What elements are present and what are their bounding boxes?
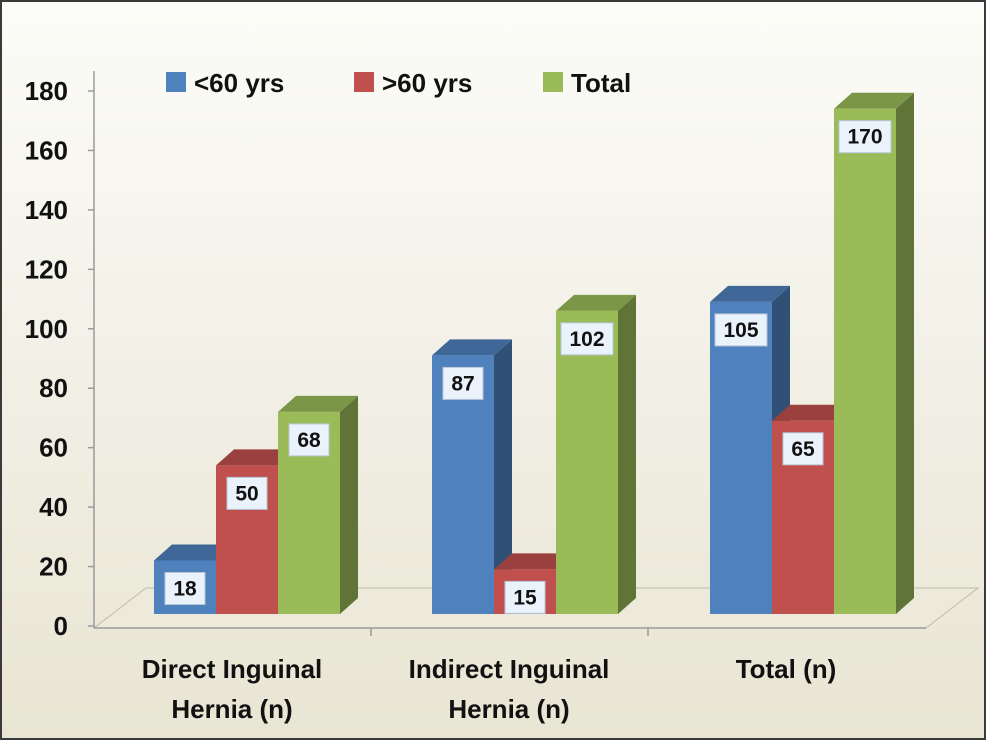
bar-top xyxy=(710,285,790,302)
legend-label: Total xyxy=(571,68,631,98)
bar-2-2: 170 xyxy=(834,92,914,614)
bar-side xyxy=(896,92,914,614)
bar-0-2: 105 xyxy=(710,285,790,614)
data-label-box xyxy=(560,322,614,356)
y-tick-label: 140 xyxy=(25,195,68,225)
legend-item: Total xyxy=(543,68,631,98)
bar-top xyxy=(834,92,914,109)
legend-label: <60 yrs xyxy=(194,68,284,98)
y-tick-label: 60 xyxy=(39,433,68,463)
data-label: 105 xyxy=(723,319,758,342)
legend-swatch xyxy=(354,72,374,92)
y-tick-label: 180 xyxy=(25,76,68,106)
data-label: 18 xyxy=(173,578,197,601)
y-tick-label: 80 xyxy=(39,373,68,403)
data-label-box xyxy=(504,580,546,614)
bar-top xyxy=(494,553,574,570)
data-label: 15 xyxy=(513,586,537,609)
data-label: 65 xyxy=(791,438,815,461)
bar-top xyxy=(556,294,636,311)
y-tick-label: 20 xyxy=(39,552,68,582)
data-label-box xyxy=(226,476,268,510)
x-category-label: Total (n) xyxy=(736,654,837,684)
data-label-box xyxy=(442,366,484,400)
legend-item: <60 yrs xyxy=(166,68,284,98)
bar-side xyxy=(618,294,636,614)
data-label: 87 xyxy=(451,372,474,395)
bar-top xyxy=(432,339,512,356)
data-label: 50 xyxy=(235,482,258,505)
bar-top xyxy=(154,544,234,561)
bar-front xyxy=(556,310,618,614)
bar-top xyxy=(772,404,852,421)
bar-top xyxy=(216,449,296,466)
data-label-box xyxy=(714,313,768,347)
legend-swatch xyxy=(166,72,186,92)
data-label: 68 xyxy=(297,429,321,452)
legend-label: >60 yrs xyxy=(382,68,472,98)
y-tick-label: 100 xyxy=(25,314,68,344)
bar-1-1: 15 xyxy=(494,553,574,614)
legend-swatch xyxy=(543,72,563,92)
y-tick-label: 120 xyxy=(25,254,68,284)
bar-top xyxy=(278,395,358,412)
bar-side xyxy=(340,395,358,614)
data-label-box xyxy=(782,432,824,466)
legend-item: >60 yrs xyxy=(354,68,472,98)
x-category-label: Hernia (n) xyxy=(171,694,292,724)
bar-front xyxy=(710,301,772,614)
data-label-box xyxy=(164,572,206,605)
bar-side xyxy=(494,339,512,614)
data-label: 170 xyxy=(847,126,882,149)
data-label-box xyxy=(288,423,330,457)
x-category-label: Indirect Inguinal xyxy=(409,654,610,684)
y-tick-label: 0 xyxy=(54,611,68,641)
x-category-label: Direct Inguinal xyxy=(142,654,323,684)
data-label-box xyxy=(838,120,892,154)
bar-2-1: 102 xyxy=(556,294,636,614)
data-label: 102 xyxy=(569,328,604,351)
y-tick-label: 40 xyxy=(39,492,68,522)
x-category-label: Hernia (n) xyxy=(448,694,569,724)
y-tick-label: 160 xyxy=(25,135,68,165)
bar-front xyxy=(834,108,896,614)
bar-2-0: 68 xyxy=(278,395,358,614)
bar-0-1: 87 xyxy=(432,339,512,614)
